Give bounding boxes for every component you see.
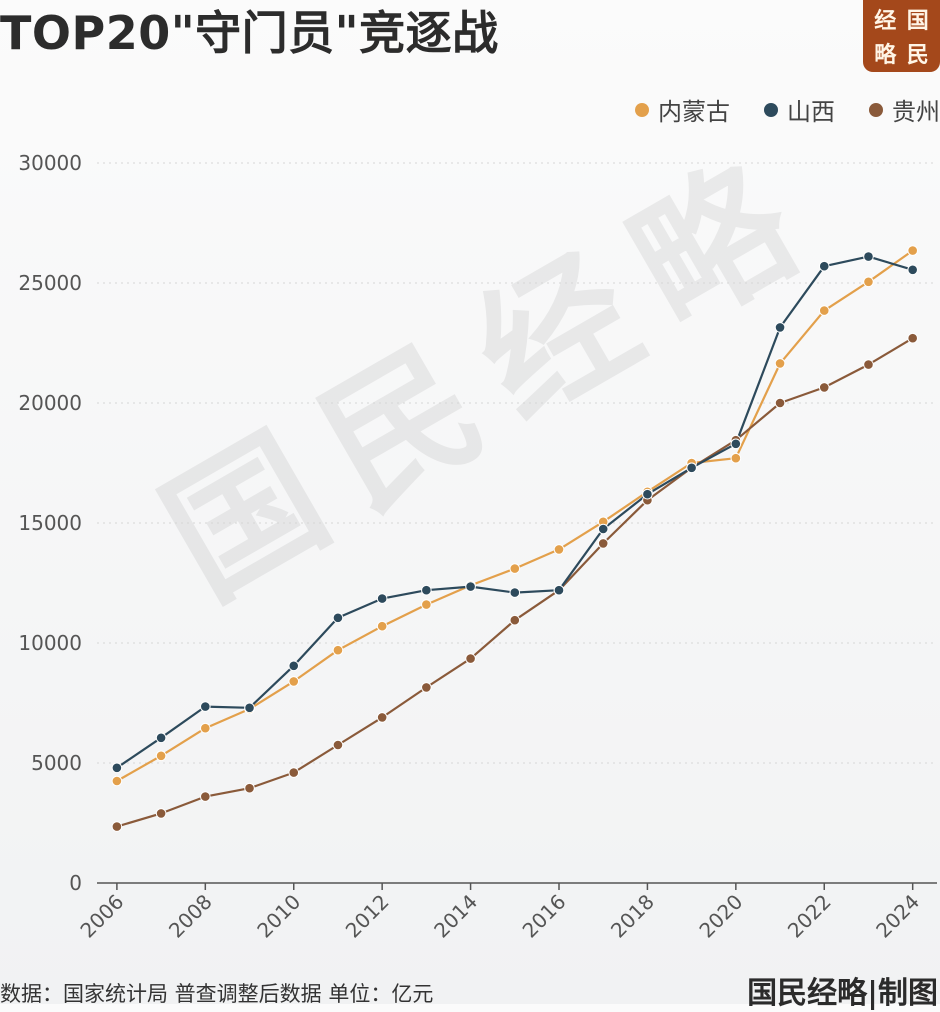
legend-label: 内蒙古 [658, 98, 730, 126]
data-point-贵州 [597, 538, 609, 549]
data-point-山西 [774, 322, 786, 333]
series-line-内蒙古 [116, 249, 914, 782]
data-point-山西 [111, 762, 123, 774]
legend-marker [869, 102, 883, 117]
data-point-内蒙古 [509, 563, 521, 574]
data-point-贵州 [244, 782, 255, 794]
data-point-贵州 [465, 653, 476, 664]
seal-char: 民 [906, 42, 929, 68]
data-point-内蒙古 [288, 676, 300, 687]
data-point-贵州 [863, 359, 874, 370]
data-point-内蒙古 [111, 775, 123, 787]
data-point-内蒙古 [200, 722, 211, 734]
chart-title: TOP20"守门员"竞逐战 [0, 6, 499, 60]
data-point-山西 [376, 593, 388, 604]
y-tick-label: 0 [69, 871, 82, 895]
data-point-内蒙古 [421, 599, 432, 610]
data-point-山西 [288, 660, 300, 672]
x-tick-label: 2024 [871, 890, 924, 943]
data-point-内蒙古 [155, 750, 167, 762]
data-point-内蒙古 [730, 452, 742, 464]
data-point-贵州 [509, 614, 521, 626]
data-point-贵州 [288, 767, 300, 778]
data-point-山西 [863, 251, 874, 262]
x-tick-label: 2016 [518, 890, 571, 943]
y-tick-label: 10000 [18, 631, 82, 655]
legend-label: 山西 [787, 98, 835, 126]
data-point-贵州 [155, 808, 167, 819]
data-point-山西 [597, 523, 609, 535]
x-tick-label: 2018 [606, 890, 659, 943]
y-tick-label: 15000 [18, 511, 82, 535]
data-point-山西 [465, 581, 476, 592]
data-point-贵州 [421, 682, 432, 693]
legend-item-neimenggu[interactable]: 内蒙古 [635, 92, 730, 127]
data-point-山西 [686, 462, 697, 474]
series-line-山西 [116, 255, 914, 769]
data-point-内蒙古 [818, 305, 830, 316]
legend-marker [635, 102, 649, 117]
data-point-山西 [244, 702, 255, 714]
data-point-山西 [200, 701, 211, 712]
x-tick-label: 2006 [75, 890, 128, 943]
x-tick-label: 2008 [164, 890, 217, 943]
x-tick-label: 2020 [694, 890, 747, 943]
legend-marker [764, 102, 778, 117]
data-point-贵州 [818, 382, 830, 393]
data-point-山西 [642, 488, 653, 500]
data-point-内蒙古 [907, 245, 918, 256]
y-tick-label: 25000 [18, 271, 82, 295]
seal-char: 国 [906, 8, 929, 34]
series-line-贵州 [116, 337, 914, 828]
data-point-内蒙古 [376, 620, 388, 632]
x-tick-label: 2010 [252, 890, 305, 943]
chart-credit: 国民经略|制图 [747, 976, 938, 1011]
data-point-山西 [155, 732, 167, 744]
brand-seal-logo: 经 国 略 民 [863, 0, 940, 72]
data-point-贵州 [111, 821, 123, 832]
data-source-note: 数据：国家统计局 普查调整后数据 单位：亿元 [0, 982, 434, 1006]
data-point-内蒙古 [332, 644, 344, 656]
legend-item-shanxi[interactable]: 山西 [764, 92, 835, 127]
data-point-贵州 [376, 712, 388, 723]
seal-char: 经 [874, 8, 897, 34]
data-point-内蒙古 [863, 276, 874, 288]
data-point-贵州 [774, 397, 786, 409]
data-point-山西 [907, 264, 918, 276]
chart-legend: 内蒙古 山西 贵州 [635, 92, 940, 127]
data-point-山西 [553, 584, 565, 596]
legend-label: 贵州 [892, 98, 940, 126]
data-point-山西 [818, 260, 830, 272]
x-tick-label: 2014 [429, 890, 482, 943]
data-point-山西 [730, 438, 742, 450]
y-tick-label: 5000 [31, 751, 82, 775]
data-point-内蒙古 [774, 358, 786, 369]
legend-item-guizhou[interactable]: 贵州 [869, 92, 940, 127]
data-point-贵州 [907, 332, 918, 344]
x-tick-label: 2012 [341, 890, 394, 943]
data-point-山西 [509, 587, 521, 598]
data-point-山西 [332, 612, 344, 624]
data-point-山西 [421, 584, 432, 596]
data-point-贵州 [200, 791, 211, 802]
x-tick-label: 2022 [783, 890, 836, 943]
data-point-内蒙古 [553, 544, 565, 555]
seal-char: 略 [874, 42, 897, 68]
y-tick-label: 30000 [18, 151, 82, 175]
y-tick-label: 20000 [18, 391, 82, 415]
data-point-贵州 [332, 739, 344, 751]
